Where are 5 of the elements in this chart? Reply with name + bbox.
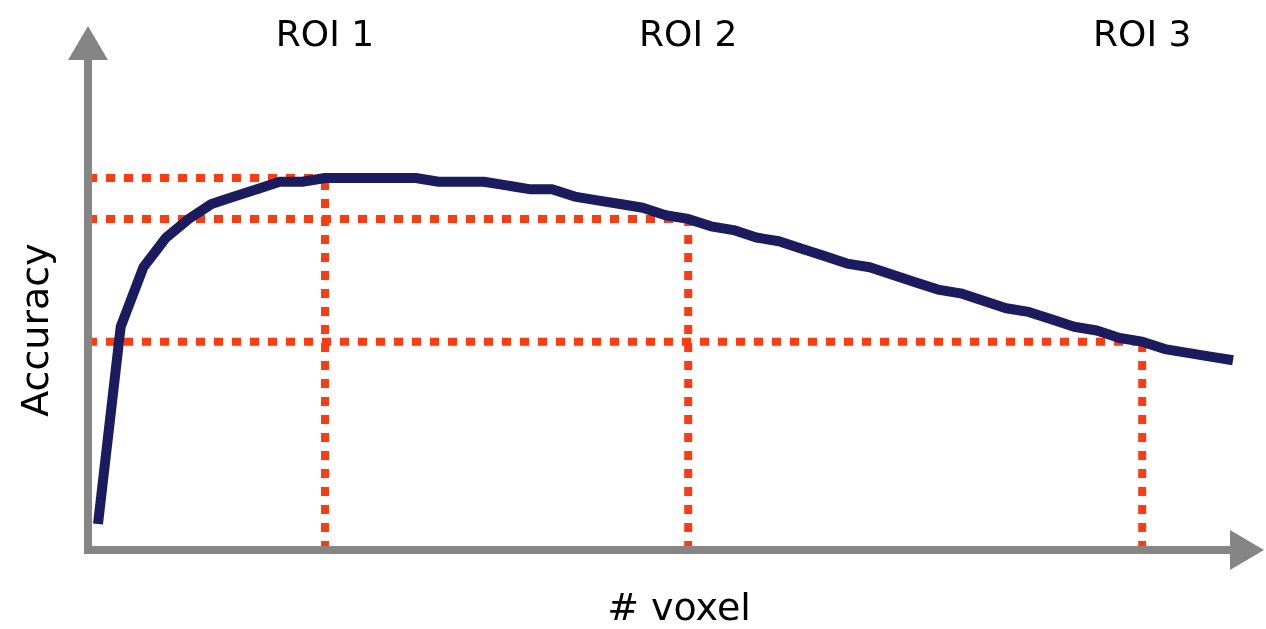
y-axis-title: Accuracy: [13, 243, 57, 417]
x-axis-title: # voxel: [607, 585, 751, 629]
x-tick-label: ROI 1: [275, 13, 375, 54]
x-tick-label: ROI 3: [1093, 13, 1192, 54]
x-tick-label: ROI 2: [639, 13, 738, 54]
